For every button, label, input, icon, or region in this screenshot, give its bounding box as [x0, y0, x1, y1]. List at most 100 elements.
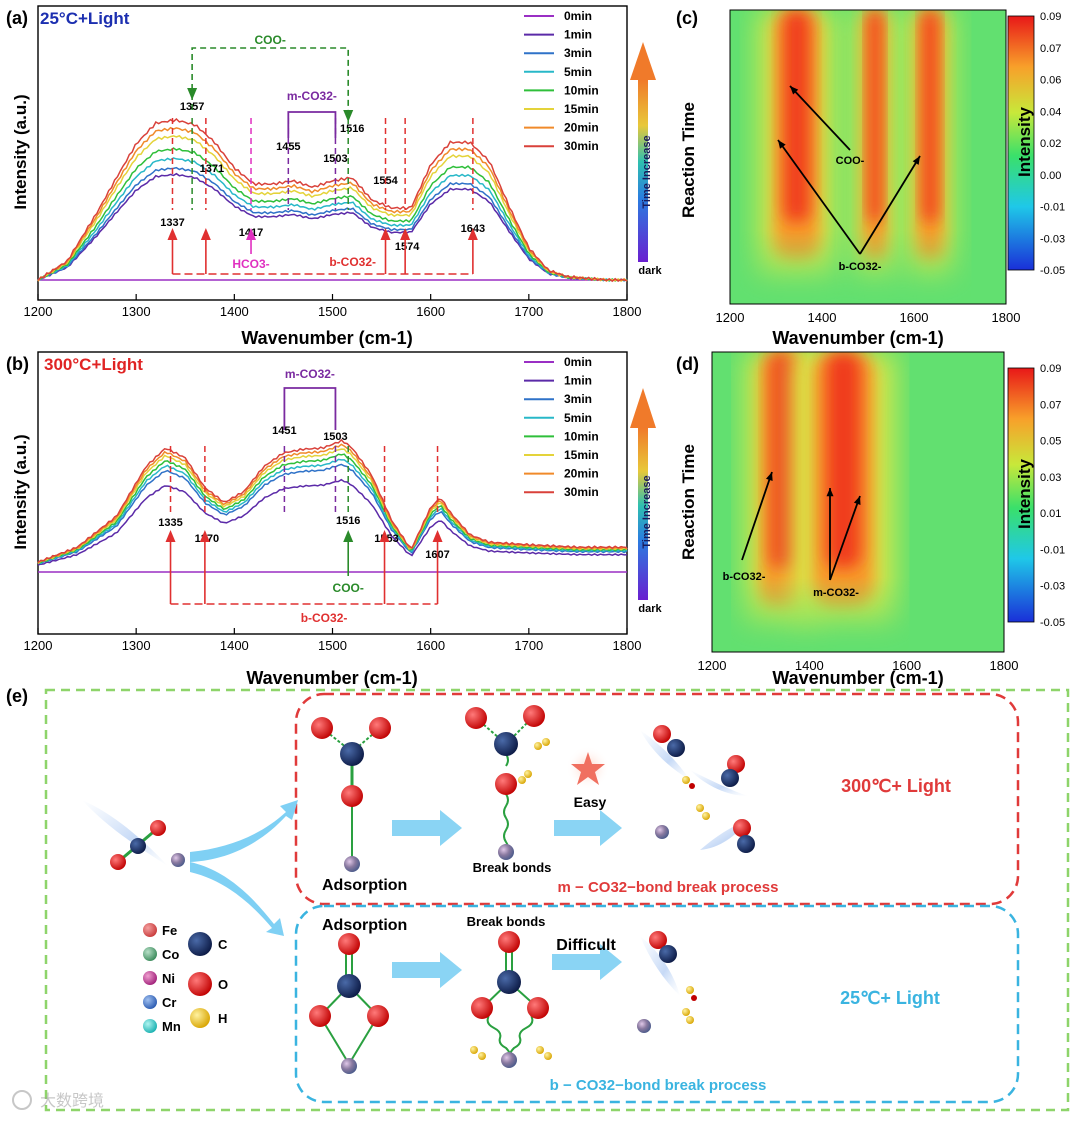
x-tick-label: 1800 — [613, 304, 642, 319]
colorbar-tick-label: 0.09 — [1040, 363, 1061, 375]
watermark: 大数跨境 — [12, 1090, 104, 1110]
panel-a-annotations: COO-m-CO32-13371357137114171455150315161… — [160, 33, 485, 275]
heatmap-frame — [729, 9, 1007, 305]
colorbar-tick-label: -0.05 — [1040, 265, 1065, 277]
legend-o-sphere — [188, 972, 212, 996]
panel-b-dark: dark — [638, 603, 662, 615]
legend-mn-sphere — [143, 1019, 157, 1033]
legend-ni-sphere — [143, 971, 157, 985]
colorbar-tick-label: 0.02 — [1040, 138, 1061, 150]
coo-arrow — [343, 110, 354, 122]
heatmap-frame — [711, 351, 1005, 653]
colorbar-tick-label: 0.01 — [1040, 508, 1061, 520]
peak-label-1357: 1357 — [180, 101, 204, 113]
heat-band-core — [826, 352, 861, 568]
peak-label-1574: 1574 — [395, 241, 420, 253]
colorbar-tick-label: -0.05 — [1040, 617, 1065, 629]
series-line-3min — [37, 463, 628, 565]
legend-label: 5min — [564, 65, 592, 79]
legend-label: 1min — [564, 28, 592, 42]
panel-b-xlabel: Wavenumber (cm-1) — [246, 668, 417, 688]
colorbar-tick-label: 0.05 — [1040, 436, 1061, 448]
series-line-1min — [37, 478, 628, 566]
panel-a-line-chart: (a) 25°C+Light Intensity (a.u.) Wavenumb… — [6, 5, 662, 348]
bco3-arrowhead — [380, 228, 391, 240]
hco3-label: HCO3- — [232, 257, 269, 271]
legend-label: 20min — [564, 467, 599, 481]
colorbar-tick-label: 0.09 — [1040, 11, 1061, 23]
x-tick-label: 1700 — [514, 638, 543, 653]
colorbar-tick-label: -0.01 — [1040, 544, 1065, 556]
panel-b-letter: (b) — [6, 354, 29, 374]
panel-c-colorbar — [1007, 15, 1035, 271]
legend-c-sphere — [188, 932, 212, 956]
x-tick-label: 1200 — [698, 658, 727, 673]
hco3-arrowhead — [246, 228, 257, 240]
bco3-label: b-CO32- — [329, 255, 376, 269]
legend-c-label: C — [218, 937, 228, 952]
legend-label: 30min — [564, 485, 599, 499]
series-line-10min — [37, 147, 627, 282]
legend-mn-label: Mn — [162, 1019, 181, 1034]
bco3-arrowhead — [432, 530, 443, 542]
panel-d-cbar-label: Intensity — [1015, 459, 1034, 529]
panel-e-300c-box — [294, 692, 1020, 906]
legend-label: 15min — [564, 102, 599, 116]
bco3-arrowhead — [467, 228, 478, 240]
legend-cr-label: Cr — [162, 995, 176, 1010]
panel-d-colorbar — [1007, 367, 1035, 623]
legend-h-sphere — [190, 1008, 210, 1028]
panel-d-x-ticks: 1200 1400 1600 1800 — [698, 658, 1019, 673]
panel-e-step-arrows — [392, 810, 622, 988]
colorbar-tick-label: -0.01 — [1040, 202, 1065, 214]
mco3-label: m-CO32- — [287, 89, 337, 103]
bco3-pointer — [741, 471, 773, 561]
watermark-logo-icon — [12, 1090, 32, 1110]
panel-e-label-300: 300℃+ Light — [841, 776, 951, 796]
legend-co-sphere — [143, 947, 157, 961]
series-line-1min — [37, 172, 628, 282]
panel-a-series — [37, 117, 628, 283]
panel-a-x-ticks: 1200 1300 1400 1500 1600 1700 1800 — [24, 294, 642, 319]
legend-label: 0min — [564, 9, 592, 23]
legend-label: 20min — [564, 121, 599, 135]
panel-e-m-adsorption — [311, 717, 391, 872]
panel-e-letter: (e) — [6, 686, 28, 706]
bco3-label: b-CO32- — [839, 261, 882, 273]
panel-d-colorbar-ticks: 0.09 0.07 0.05 0.03 0.01 -0.01 -0.03 -0.05 — [1040, 363, 1065, 629]
colorbar-tick-label: 0.03 — [1040, 472, 1061, 484]
x-tick-label: 1400 — [220, 304, 249, 319]
panel-a-condition: 25°C+Light — [40, 9, 130, 28]
panel-e-arrow-to-top — [190, 800, 298, 862]
series-line-5min — [37, 458, 628, 565]
panel-e-b-break — [470, 931, 552, 1068]
series-line-5min — [37, 157, 628, 282]
bco3-pointer-right — [859, 155, 921, 255]
panel-b-time-increase: Time Increase — [641, 475, 653, 548]
coo-label: COO- — [254, 33, 285, 47]
bco3-pointer-head — [766, 472, 773, 481]
legend-cr-sphere — [143, 995, 157, 1009]
panel-a-time-arrow-shaft — [638, 80, 648, 262]
panel-d-ylabel: Reaction Time — [679, 444, 698, 560]
heat-band-core — [868, 10, 882, 222]
x-tick-label: 1300 — [122, 638, 151, 653]
panel-e-adsorption-top: Adsorption — [322, 877, 407, 894]
x-tick-label: 1600 — [416, 304, 445, 319]
x-tick-label: 1200 — [24, 638, 53, 653]
panel-b-ylabel: Intensity (a.u.) — [11, 434, 30, 549]
legend-ni-label: Ni — [162, 971, 175, 986]
panel-d-letter: (d) — [676, 354, 699, 374]
colorbar-tick-label: 0.07 — [1040, 43, 1061, 55]
colorbar-tick-label: 0.06 — [1040, 75, 1061, 87]
x-tick-label: 1400 — [808, 310, 837, 325]
series-line-10min — [37, 453, 627, 564]
panel-c-cbar-label: Intensity — [1015, 107, 1034, 177]
coo-arrow — [187, 88, 198, 100]
panel-e-break-bottom: Break bonds — [467, 914, 546, 929]
panel-e-schematic: (e) Fe Co Ni Cr Mn C O H — [6, 686, 1070, 1112]
coo-label: COO- — [836, 155, 865, 167]
panel-b-x-ticks: 1200 1300 1400 1500 1600 1700 1800 — [24, 628, 641, 653]
panel-e-break-top: Break bonds — [473, 860, 552, 875]
